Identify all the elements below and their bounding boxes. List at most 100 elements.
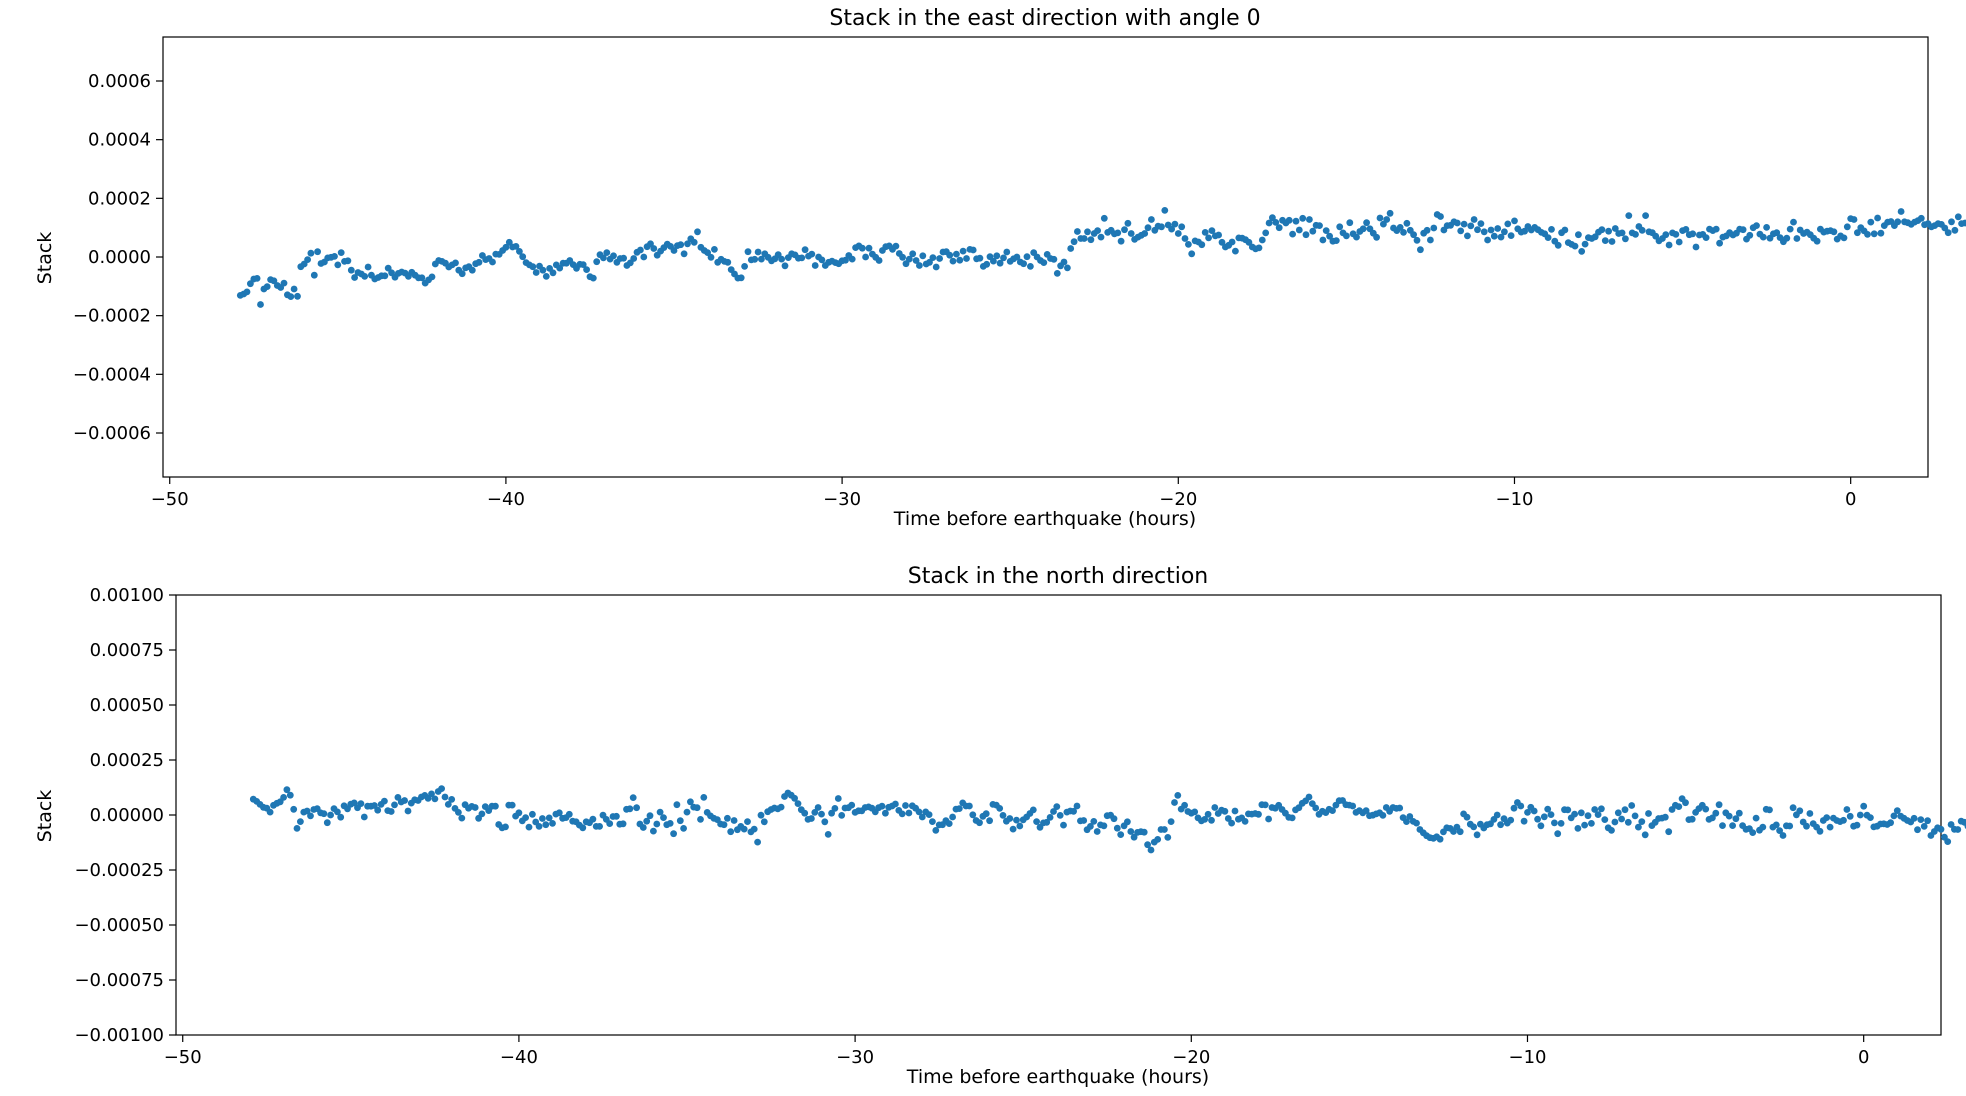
east-data-point	[963, 255, 970, 262]
east-data-point	[1954, 213, 1962, 221]
north-data-point	[1540, 813, 1548, 821]
north-data-point	[1846, 812, 1854, 820]
north-data-point	[1624, 818, 1632, 826]
east-data-point	[1854, 229, 1861, 237]
north-x-tick-label: −30	[836, 1047, 874, 1068]
north-data-point	[1611, 818, 1619, 826]
east-data-point	[1739, 226, 1747, 234]
north-data-point	[1853, 821, 1861, 829]
east-data-point	[579, 261, 587, 268]
north-data-point	[878, 802, 886, 810]
north-data-point	[727, 828, 735, 836]
east-data-point	[1053, 270, 1061, 277]
east-data-point	[1702, 234, 1710, 242]
east-x-tick-label: 0	[1845, 489, 1856, 510]
north-data-point	[1893, 807, 1901, 814]
east-data-point	[458, 270, 466, 278]
east-data-point	[1087, 236, 1095, 244]
north-data-point	[1080, 817, 1088, 824]
north-data-point	[794, 800, 802, 807]
east-data-point	[724, 258, 732, 266]
north-data-point	[283, 786, 291, 794]
east-data-point	[1480, 228, 1488, 236]
north-data-point	[1144, 841, 1151, 849]
east-data-point	[334, 261, 342, 269]
east-data-point	[1843, 223, 1851, 231]
north-data-point	[1910, 814, 1918, 822]
east-data-point	[711, 246, 718, 253]
north-data-point	[1127, 828, 1135, 835]
east-data-point	[1487, 226, 1495, 234]
north-data-point	[838, 812, 846, 819]
east-data-point	[1376, 214, 1384, 222]
north-data-point	[986, 817, 993, 825]
east-data-point	[364, 263, 372, 271]
east-data-point	[680, 250, 688, 258]
east-data-point	[1114, 229, 1122, 237]
east-data-point	[1255, 244, 1263, 252]
east-data-point	[1171, 220, 1179, 228]
north-data-point	[724, 814, 731, 822]
east-data-point	[593, 258, 601, 266]
north-data-point	[1759, 823, 1767, 831]
north-data-point	[1675, 803, 1683, 810]
north-data-point	[535, 823, 543, 830]
east-data-point	[1168, 225, 1175, 233]
north-data-point	[1581, 821, 1588, 829]
north-data-point	[371, 802, 378, 809]
north-data-point	[1043, 818, 1051, 826]
north-data-point	[1924, 817, 1931, 825]
east-data-point	[1275, 224, 1283, 232]
east-data-point	[361, 273, 369, 280]
north-data-point	[1305, 793, 1313, 801]
north-data-point	[1564, 806, 1572, 814]
east-data-point	[1322, 227, 1330, 235]
east-data-point	[1000, 254, 1007, 262]
north-data-point	[1840, 816, 1847, 824]
east-data-point	[741, 263, 748, 270]
east-data-point	[1074, 228, 1081, 235]
east-y-tick-label: −0.0004	[73, 364, 151, 385]
north-data-point	[525, 823, 533, 831]
east-data-point	[865, 244, 873, 252]
east-data-point	[516, 248, 523, 255]
north-data-point	[818, 810, 825, 818]
north-data-point	[1786, 822, 1794, 830]
north-data-point	[458, 814, 466, 822]
north-data-point	[757, 811, 765, 819]
north-data-point	[1090, 818, 1098, 825]
east-data-point	[1003, 248, 1011, 256]
north-x-tick-label: −10	[1508, 1047, 1546, 1068]
east-data-point	[1080, 235, 1088, 242]
north-data-point	[1329, 807, 1336, 814]
east-data-point	[862, 253, 869, 261]
north-data-point	[1033, 818, 1040, 825]
north-data-point	[1147, 846, 1155, 854]
north-data-point	[297, 818, 304, 825]
east-data-point	[1457, 227, 1465, 235]
east-data-point	[1474, 226, 1481, 234]
east-data-point	[630, 255, 638, 262]
north-data-point	[1110, 815, 1118, 823]
east-data-point	[1501, 228, 1508, 236]
north-data-point	[999, 812, 1007, 819]
east-data-point	[1346, 219, 1354, 227]
north-data-point	[834, 795, 842, 802]
east-data-point	[1363, 219, 1370, 227]
north-data-point	[848, 801, 856, 809]
north-data-point	[1860, 802, 1868, 810]
east-data-point	[1605, 227, 1612, 235]
east-data-point	[929, 254, 937, 261]
north-data-point	[1130, 833, 1138, 841]
east-data-point	[936, 255, 943, 262]
north-data-point	[666, 820, 674, 827]
north-data-point	[966, 802, 973, 810]
north-data-point	[1709, 814, 1716, 822]
north-data-point	[1816, 827, 1824, 835]
east-data-point	[1870, 230, 1878, 238]
east-data-point	[1127, 230, 1135, 237]
north-data-point	[1056, 812, 1064, 819]
east-data-point	[1373, 233, 1380, 241]
north-data-point	[1349, 802, 1357, 810]
north-data-point	[1614, 809, 1622, 817]
